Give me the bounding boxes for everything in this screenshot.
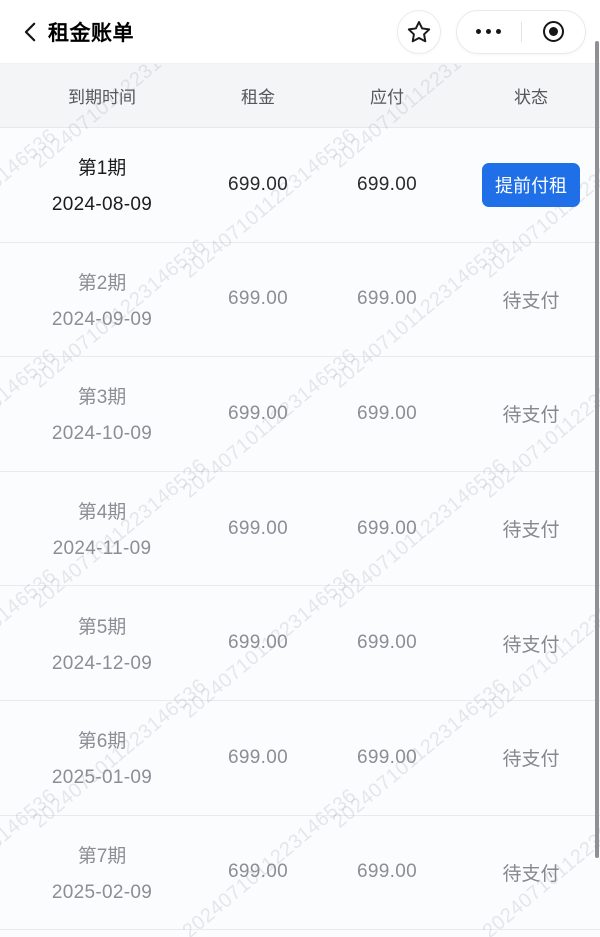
period-label: 第6期 [77,731,127,753]
back-button[interactable] [14,12,48,52]
due-date-cell: 第3期 2024-10-09 [0,382,204,445]
status-cell: 待支付 [462,630,600,657]
status-pending-label: 待支付 [502,749,560,771]
capsule-divider [520,21,522,42]
table-header-row: 到期时间 租金 应付 状态 [0,64,600,128]
payable-amount: 699.00 [357,632,417,654]
rent-amount: 699.00 [228,402,288,424]
rent-amount: 699.00 [228,517,288,539]
table-row: 第1期 2024-08-09 699.00 699.00 提前付租 [0,128,600,243]
target-circle-icon [542,21,564,42]
period-label: 第1期 [77,158,127,180]
status-cell: 待支付 [462,744,600,771]
header-cell-rent: 租金 [241,88,275,107]
status-cell: 待支付 [462,859,600,886]
scrollbar-thumb[interactable] [595,41,599,858]
more-button[interactable] [457,11,521,53]
status-pending-label: 待支付 [502,634,560,656]
payable-amount: 699.00 [357,746,417,768]
due-date: 2024-10-09 [51,423,153,445]
period-label: 第7期 [77,845,127,867]
status-pending-label: 待支付 [502,520,560,542]
status-pending-label: 待支付 [502,405,560,427]
rent-amount: 699.00 [228,632,288,654]
payable-amount: 699.00 [357,288,417,310]
table-row: 第5期 2024-12-09 699.00 699.00 待支付 [0,586,600,701]
table-row: 第3期 2024-10-09 699.00 699.00 待支付 [0,357,600,472]
payable-amount: 699.00 [357,861,417,883]
due-date: 2024-08-09 [51,194,153,216]
star-icon [407,20,431,42]
rent-amount: 699.00 [228,861,288,883]
due-date: 2024-09-09 [51,308,153,330]
header-cell-status: 状态 [514,88,548,107]
due-date-cell: 第1期 2024-08-09 [0,153,204,216]
due-date-cell: 第5期 2024-12-09 [0,612,204,675]
due-date: 2025-01-09 [51,767,153,789]
due-date-cell: 第6期 2025-01-09 [0,726,204,789]
status-cell: 待支付 [462,286,600,313]
due-date: 2025-02-09 [51,881,153,903]
period-label: 第5期 [77,616,127,638]
table-row: 第6期 2025-01-09 699.00 699.00 待支付 [0,701,600,816]
miniprogram-capsule [456,9,586,54]
favorite-button[interactable] [397,9,441,54]
table-row: 第2期 2024-09-09 699.00 699.00 待支付 [0,243,600,358]
table-row: 第7期 2025-02-09 699.00 699.00 待支付 [0,816,600,931]
due-date: 2024-12-09 [51,652,153,674]
header-cell-due-date: 到期时间 [68,88,136,107]
status-pending-label: 待支付 [502,863,560,885]
ellipsis-icon [476,29,502,34]
table-body: 第1期 2024-08-09 699.00 699.00 提前付租第2期 2024-09-… [0,128,600,931]
rent-amount: 699.00 [228,746,288,768]
status-pending-label: 待支付 [502,290,560,312]
minimize-button[interactable] [522,11,586,53]
nav-right-controls [397,9,586,54]
period-label: 第2期 [77,272,127,294]
rent-amount: 699.00 [228,288,288,310]
period-label: 第4期 [77,502,127,524]
payable-amount: 699.00 [357,402,417,424]
period-label: 第3期 [77,387,127,409]
due-date-cell: 第2期 2024-09-09 [0,268,204,331]
rent-amount: 699.00 [228,173,288,195]
header-cell-payable: 应付 [370,88,404,107]
table-row: 第4期 2024-11-09 699.00 699.00 待支付 [0,472,600,587]
pay-early-button[interactable]: 提前付租 [482,162,580,207]
due-date-cell: 第4期 2024-11-09 [0,497,204,560]
payable-amount: 699.00 [357,173,417,195]
navigation-bar: 租金账单 [0,0,600,64]
chevron-left-icon [24,22,36,41]
due-date: 2024-11-09 [52,538,152,560]
due-date-cell: 第7期 2025-02-09 [0,841,204,904]
status-cell: 待支付 [462,515,600,542]
page-title: 租金账单 [48,21,134,45]
bill-list-container: 2024071011223146536 2024071011223146536 20… [0,64,600,937]
status-cell: 待支付 [462,400,600,427]
status-cell: 提前付租 [462,162,600,207]
payable-amount: 699.00 [357,517,417,539]
